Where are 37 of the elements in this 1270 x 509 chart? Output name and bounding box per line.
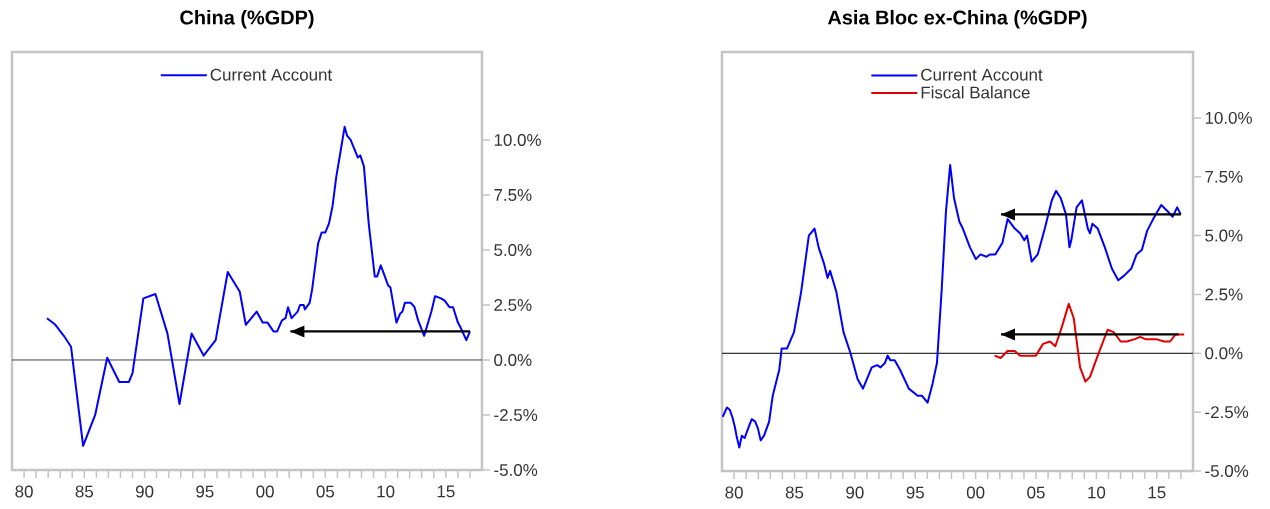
legend-label: Fiscal Balance xyxy=(921,86,1030,99)
x-tick-label: 15 xyxy=(1148,486,1166,499)
y-tick-label: 2.5% xyxy=(494,298,532,311)
y-tick-label: -5.0% xyxy=(494,463,538,476)
y-tick-label: -2.5% xyxy=(494,408,538,421)
x-tick-label: 05 xyxy=(316,485,335,498)
y-tick-label: 0.0% xyxy=(1205,347,1243,360)
y-tick-label: 0.0% xyxy=(494,353,532,366)
x-tick-label: 10 xyxy=(377,485,395,498)
x-tick-label: 85 xyxy=(75,485,94,498)
legend-label: Current Account xyxy=(921,68,1043,81)
x-tick-label: 85 xyxy=(785,486,804,499)
line-series xyxy=(722,163,1182,449)
x-tick-label: 80 xyxy=(15,485,33,498)
y-tick-label: 10.0% xyxy=(494,133,541,146)
y-tick-label: 7.5% xyxy=(494,189,532,201)
x-tick-label: 90 xyxy=(846,486,864,499)
line-series xyxy=(45,125,471,447)
x-tick-label: 00 xyxy=(256,485,274,498)
x-tick-label: 00 xyxy=(966,486,985,499)
chart-title: China (%GDP) xyxy=(180,9,314,29)
y-tick-label: 2.5% xyxy=(1205,288,1243,301)
x-tick-label: 80 xyxy=(725,486,743,499)
x-tick-label: 05 xyxy=(1027,486,1045,499)
y-tick-label: -2.5% xyxy=(1205,406,1249,419)
y-tick-label: -5.0% xyxy=(1205,464,1249,477)
x-tick-label: 95 xyxy=(196,485,214,498)
x-tick-label: 15 xyxy=(437,485,455,498)
x-tick-label: 10 xyxy=(1088,486,1106,499)
y-tick-label: 7.5% xyxy=(1205,170,1243,183)
x-tick-label: 90 xyxy=(135,485,154,498)
legend-label: Current Account xyxy=(210,68,333,81)
chart-title: Asia Bloc ex-China (%GDP) xyxy=(827,9,1087,29)
y-tick-label: 5.0% xyxy=(494,243,532,256)
x-tick-label: 95 xyxy=(906,486,924,499)
y-tick-label: 10.0% xyxy=(1205,111,1252,124)
y-tick-label: 5.0% xyxy=(1205,229,1243,242)
